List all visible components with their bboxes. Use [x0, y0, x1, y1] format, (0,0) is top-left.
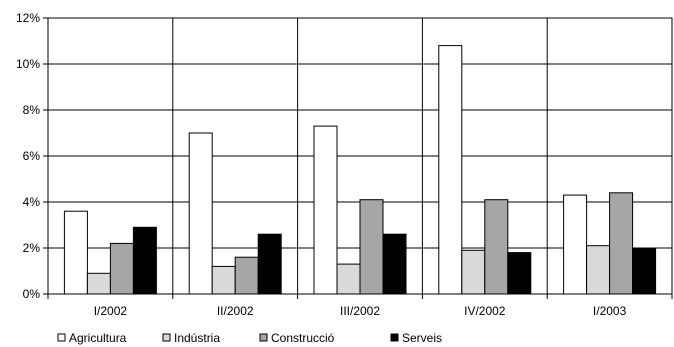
y-tick-label: 10% [16, 57, 40, 71]
legend-item-serveis: Serveis [390, 331, 442, 345]
legend-label: Serveis [402, 331, 442, 345]
bar-serveis-I-2002 [132, 226, 157, 295]
bar-construcció-III-2002 [359, 199, 384, 295]
y-tick-label: 0% [23, 287, 41, 301]
x-tick-label: II/2002 [217, 304, 254, 318]
bar-agricultura-III-2002 [313, 125, 338, 295]
bar-serveis-II-2002 [257, 233, 282, 295]
y-tick-label: 12% [16, 11, 40, 25]
bar-agricultura-I-2003 [563, 194, 588, 295]
legend-label: Agricultura [69, 331, 127, 345]
legend-item-construcció: Construcció [259, 331, 335, 345]
y-tick-label: 6% [23, 149, 41, 163]
bar-indústria-III-2002 [336, 263, 361, 295]
legend-label: Indústria [174, 331, 220, 345]
x-tick-label: III/2002 [340, 304, 380, 318]
legend-label: Construcció [271, 331, 335, 345]
bar-agricultura-I-2002 [63, 210, 88, 295]
bar-construcció-IV-2002 [484, 199, 509, 295]
legend-swatch [57, 333, 66, 342]
bar-construcció-I-2002 [109, 242, 134, 295]
bar-serveis-IV-2002 [507, 252, 532, 295]
legend-swatch [162, 333, 171, 342]
x-tick-label: I/2002 [94, 304, 128, 318]
x-tick-label: I/2003 [593, 304, 627, 318]
bar-agricultura-II-2002 [188, 132, 213, 295]
y-tick-label: 4% [23, 195, 41, 209]
legend-swatch [259, 333, 268, 342]
bar-serveis-III-2002 [382, 233, 407, 295]
bars [63, 45, 657, 295]
y-tick-label: 2% [23, 241, 41, 255]
legend-swatch [390, 333, 399, 342]
legend-item-agricultura: Agricultura [57, 331, 127, 345]
bar-indústria-I-2003 [586, 245, 611, 295]
bar-agricultura-IV-2002 [438, 45, 463, 295]
bar-indústria-II-2002 [211, 265, 236, 295]
bar-indústria-I-2002 [86, 272, 111, 295]
bar-indústria-IV-2002 [461, 249, 486, 295]
bar-construcció-II-2002 [234, 256, 259, 295]
x-axis-ticks: I/2002 II/2002 III/2002 IV/2002 I/2003 [94, 304, 627, 318]
x-tick-label: IV/2002 [464, 304, 506, 318]
bar-serveis-I-2003 [632, 247, 657, 295]
y-axis-ticks: 0% 2% 4% 6% 8% 10% 12% [16, 11, 48, 301]
bar-construcció-I-2003 [609, 192, 634, 295]
y-tick-label: 8% [23, 103, 41, 117]
legend: Agricultura Indústria Construcció Serveis [57, 331, 442, 345]
legend-item-indústria: Indústria [162, 331, 220, 345]
